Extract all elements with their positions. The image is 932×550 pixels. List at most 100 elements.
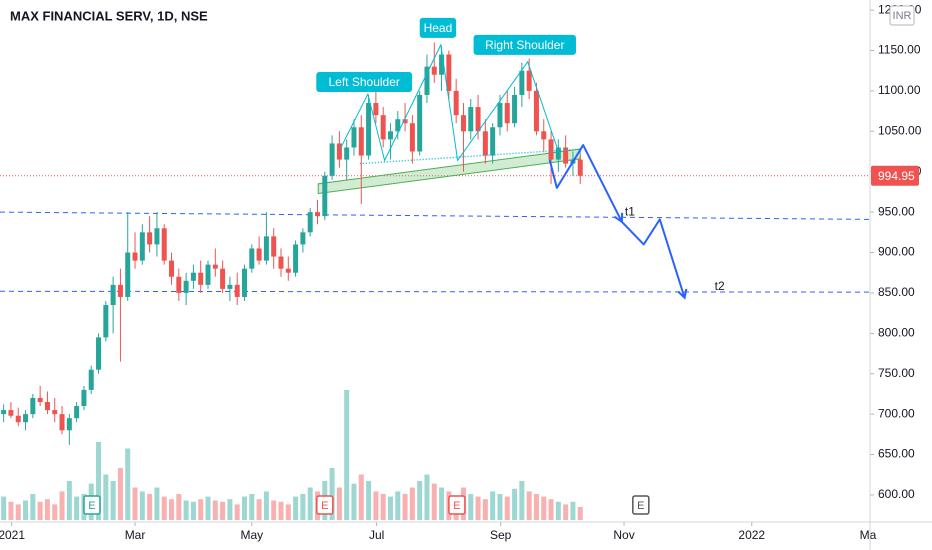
candle-body — [563, 147, 569, 164]
candle-body — [139, 232, 145, 261]
candle-body — [460, 115, 466, 132]
volume-bar — [278, 501, 284, 520]
pattern-line — [339, 43, 561, 162]
candle-body — [366, 103, 372, 156]
level-label: t2 — [715, 279, 725, 293]
volume-bar — [577, 507, 583, 520]
chart-title: MAX FINANCIAL SERV, 1D, NSE — [10, 8, 208, 23]
level-label: t1 — [625, 205, 635, 219]
earnings-marker[interactable] — [83, 495, 101, 515]
candle-body — [490, 127, 496, 156]
candle-body — [30, 397, 36, 415]
arrowhead — [613, 212, 624, 224]
candle-body — [402, 119, 408, 124]
candle-body — [285, 268, 291, 273]
candle-body — [59, 414, 65, 431]
candle-body — [81, 389, 87, 407]
candle-body — [37, 397, 43, 403]
x-tick-label: Jul — [369, 528, 384, 542]
annotation-box — [419, 17, 457, 38]
volume-bar — [139, 491, 145, 520]
candle-body — [220, 268, 226, 289]
annotation-box — [473, 34, 576, 55]
earnings-label[interactable]: E — [88, 500, 95, 512]
candle-body — [344, 147, 350, 160]
candle-body — [190, 272, 196, 281]
volume-bar — [220, 501, 226, 520]
volume-bar — [52, 504, 58, 520]
volume-bar — [212, 500, 218, 520]
candle-body — [88, 369, 94, 390]
y-tick-label: 750.00 — [878, 366, 915, 380]
volume-bar — [519, 481, 525, 520]
volume-bar — [117, 468, 123, 520]
earnings-marker[interactable] — [632, 495, 650, 515]
earnings-marker[interactable] — [316, 495, 334, 515]
candle-body — [424, 66, 430, 95]
volume-bar — [234, 504, 240, 520]
earnings-marker[interactable] — [448, 495, 466, 515]
candle-body — [176, 276, 182, 293]
currency-box[interactable] — [889, 5, 915, 26]
currency[interactable]: INR — [893, 10, 912, 22]
volume-bar — [533, 494, 539, 520]
volume-bar — [439, 487, 445, 520]
candle-body — [96, 337, 102, 370]
candle-body — [227, 284, 233, 289]
y-tick-label: 950.00 — [878, 204, 915, 218]
candle-body — [322, 175, 328, 217]
volume-bar — [227, 499, 233, 520]
candle-body — [453, 90, 459, 116]
volume-bar — [125, 448, 131, 520]
y-tick-label: 1050.00 — [878, 123, 922, 137]
candle-body — [169, 260, 175, 277]
volume-bar — [30, 494, 36, 520]
plot-area: t1 t2 Left Shoulder Head Right Shoulder E E E E — [0, 17, 870, 520]
volume-bar — [23, 500, 29, 520]
last-price-box — [871, 165, 919, 186]
earnings-label[interactable]: E — [321, 500, 328, 512]
volume-bar — [96, 442, 102, 520]
candle-body — [380, 115, 386, 140]
candle-body — [548, 139, 554, 160]
level-line — [0, 290, 870, 293]
earnings-label[interactable]: E — [637, 500, 644, 512]
volume-bar — [66, 481, 72, 520]
candle-body — [52, 410, 58, 415]
x-tick-label: Mar — [125, 528, 146, 542]
volume-bar — [548, 499, 554, 520]
volume-bar — [344, 390, 350, 520]
annotation: Head — [424, 21, 453, 35]
time-axis: 2021 Mar May Jul Sep Nov 2022 Mar — [0, 522, 877, 542]
candle-body — [497, 103, 503, 128]
candle-body — [482, 131, 488, 156]
volume-bar — [468, 494, 474, 520]
earnings-label[interactable]: E — [453, 500, 460, 512]
volume-bar — [526, 491, 532, 520]
volume-bar — [336, 487, 342, 520]
volume-bar — [263, 491, 269, 520]
volume-bar — [504, 496, 510, 520]
y-tick-label: 800.00 — [878, 325, 915, 339]
candle-body — [431, 66, 437, 75]
annotation: Left Shoulder — [329, 75, 400, 89]
candle-body — [132, 252, 138, 261]
volume-bar — [402, 494, 408, 520]
volume-bar — [285, 504, 291, 520]
candle-body — [147, 232, 153, 245]
candle-body — [373, 103, 379, 116]
candle-body — [161, 228, 167, 261]
candle-body — [293, 244, 299, 273]
y-tick-label: 1100.00 — [878, 83, 921, 97]
volume-bar — [497, 494, 503, 520]
volume-bar — [300, 494, 306, 520]
volume-bar — [154, 487, 160, 520]
y-tick-label: 650.00 — [878, 447, 915, 461]
volume-bar — [132, 487, 138, 520]
volume-bar — [417, 481, 423, 520]
volume-bar — [103, 474, 109, 520]
candle-body — [242, 268, 248, 297]
y-tick-label: 700.00 — [878, 406, 915, 420]
